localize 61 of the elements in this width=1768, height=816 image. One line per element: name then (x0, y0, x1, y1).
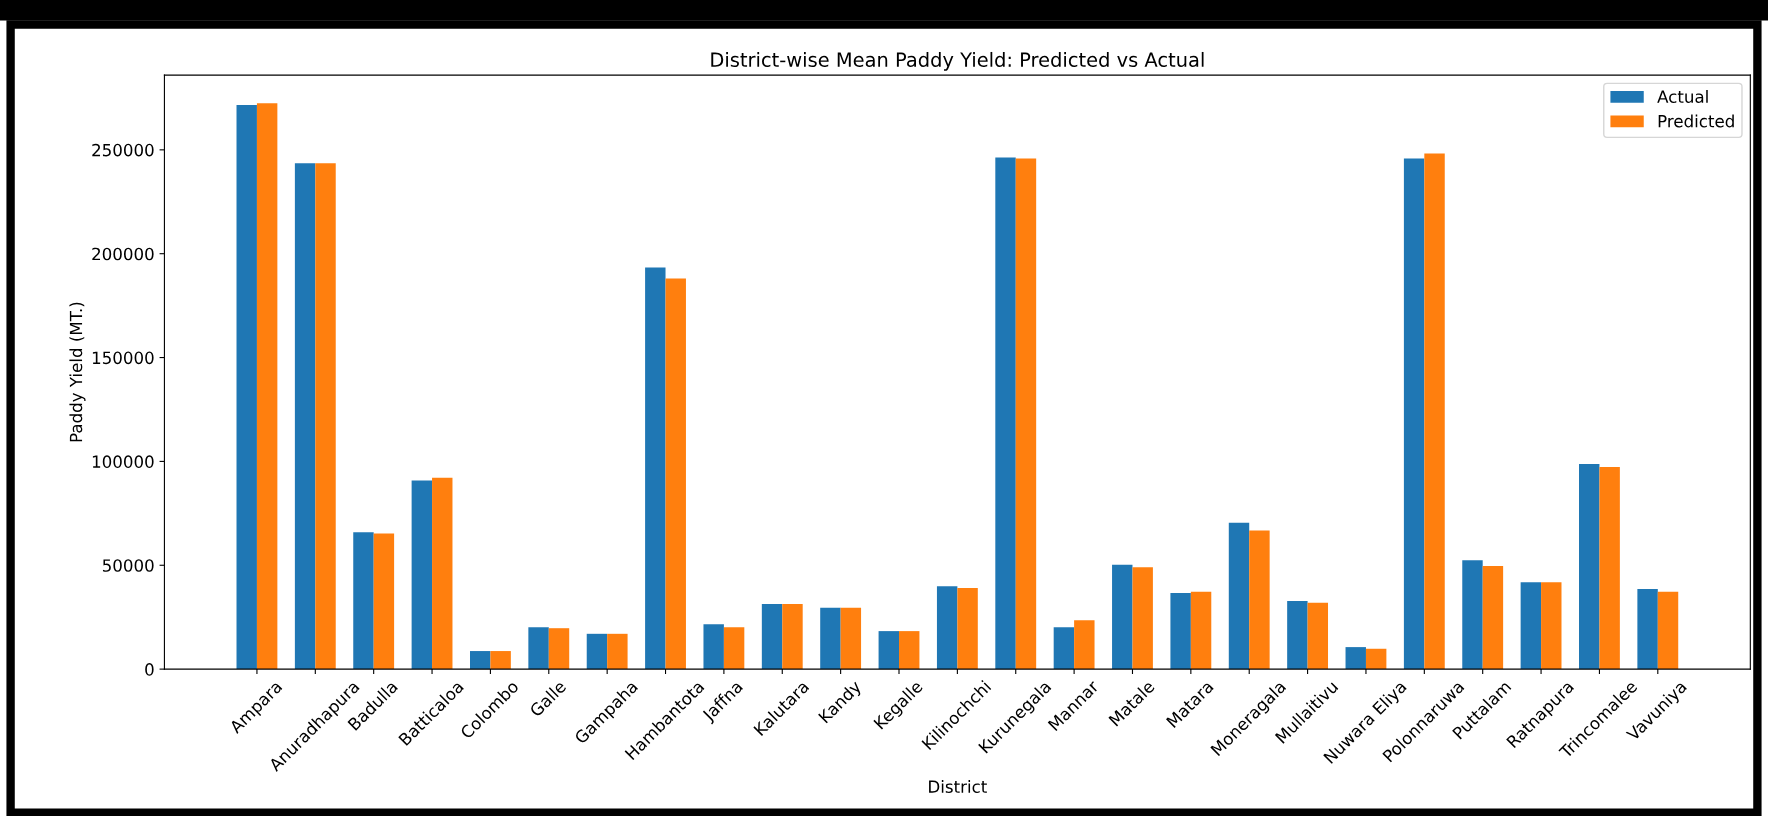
bar (1112, 564, 1133, 670)
bar (665, 278, 686, 670)
y-axis-title: Paddy Yield (MT.) (69, 302, 86, 442)
y-tick-label: 50000 (102, 559, 154, 572)
bar (1541, 582, 1562, 670)
bar (1599, 467, 1620, 670)
y-tick-label: 150000 (92, 351, 154, 365)
bar (1170, 593, 1191, 670)
bar (1637, 588, 1658, 670)
bar (1287, 600, 1308, 670)
bar (1424, 153, 1445, 670)
chart-title: District-wise Mean Paddy Yield: Predicted vs Actual (711, 51, 1204, 71)
bar (1462, 560, 1483, 670)
bar (294, 163, 316, 670)
bar (528, 627, 549, 670)
bar (645, 267, 666, 670)
bar (490, 651, 511, 670)
x-axis-title: District (929, 780, 987, 793)
bar (469, 651, 491, 670)
bar (1579, 464, 1600, 670)
bar (1249, 530, 1270, 670)
bar (1403, 158, 1425, 670)
bar (548, 628, 570, 670)
bar (957, 587, 978, 670)
bar (840, 607, 862, 670)
legend-label: Actual (1657, 90, 1708, 103)
bar (1015, 158, 1037, 670)
bar (995, 157, 1016, 670)
bar (723, 627, 745, 670)
bar (1657, 591, 1679, 670)
bar (607, 633, 628, 670)
bar (1132, 567, 1153, 670)
bar (936, 586, 958, 670)
y-tick-label: 0 (145, 663, 154, 676)
bar (432, 477, 453, 670)
bar (761, 603, 783, 670)
y-tick-label: 100000 (92, 455, 154, 468)
bar (1190, 591, 1212, 670)
bar (1345, 647, 1366, 670)
bar (1307, 602, 1329, 670)
bar (1053, 627, 1075, 670)
y-tick-label: 250000 (92, 143, 154, 157)
bar (820, 607, 841, 670)
bar (353, 532, 374, 670)
bar (256, 103, 278, 670)
bar (878, 631, 899, 670)
bar (899, 631, 920, 670)
bar (373, 533, 395, 670)
bar (1520, 582, 1542, 670)
bar (586, 633, 608, 670)
bar (315, 163, 336, 670)
y-tick-label: 200000 (92, 247, 154, 261)
bar (411, 480, 433, 670)
bar (1228, 522, 1250, 670)
bar (1365, 648, 1387, 670)
bar (1482, 565, 1504, 670)
bar (1074, 620, 1095, 670)
bar (782, 603, 803, 670)
legend-label: Predicted (1658, 114, 1734, 128)
bar (236, 104, 257, 670)
bar (703, 624, 724, 670)
